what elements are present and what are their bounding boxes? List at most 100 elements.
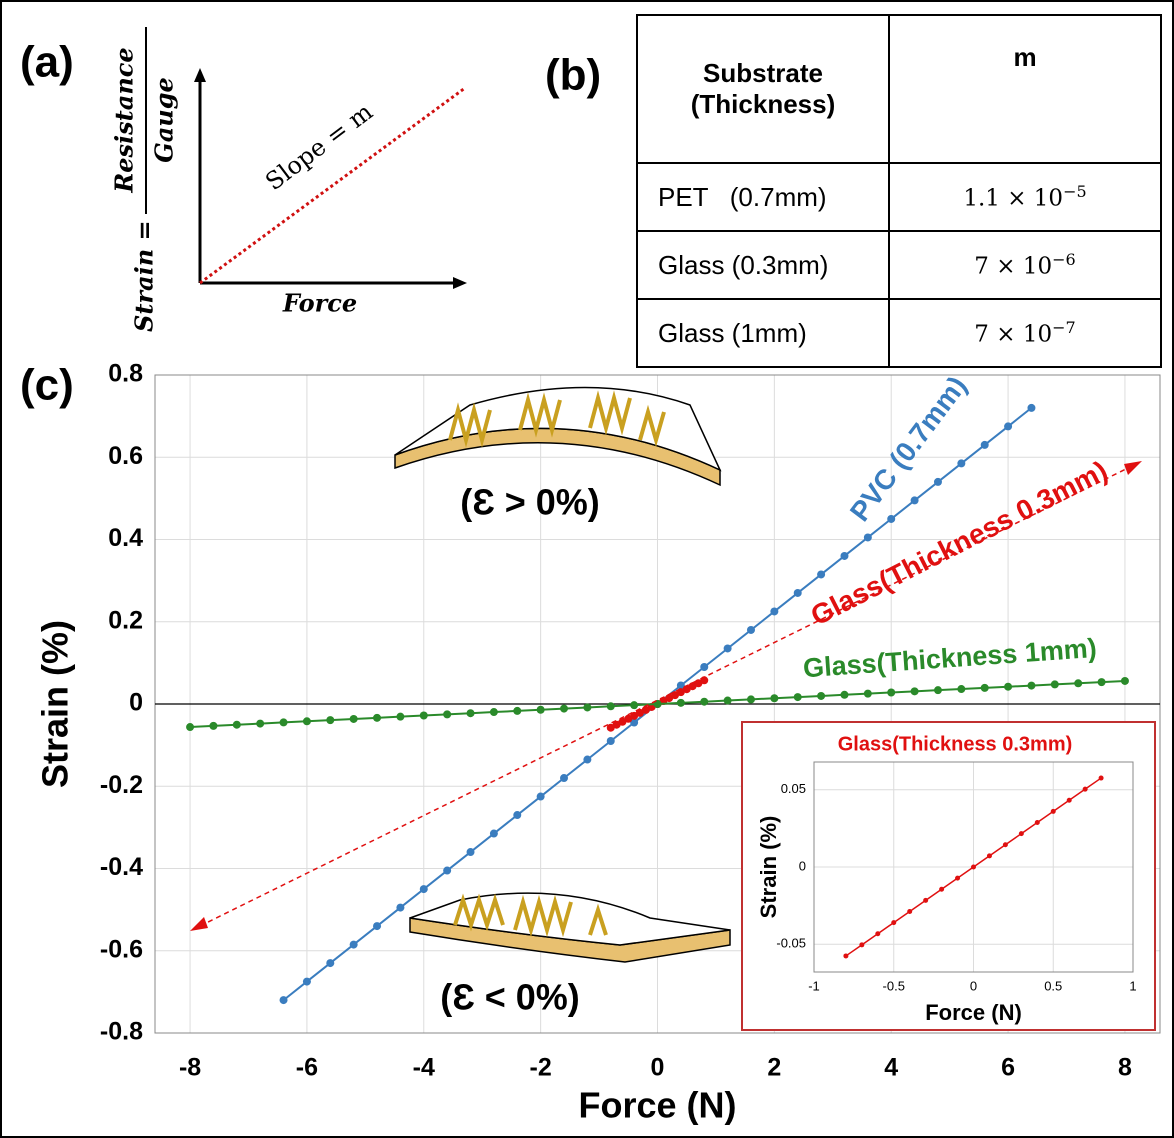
y-tick-label: -0.2 [100,771,143,799]
data-point [1004,682,1013,691]
y-tick-label: -0.4 [100,853,143,881]
m-exponent: −6 [1052,250,1076,270]
data-point [396,712,405,721]
data-point [971,864,976,870]
data-point [676,681,685,690]
x-tick-label: -6 [296,1054,318,1082]
data-point [606,737,615,746]
y-numerator: Resistance [110,47,139,193]
y-tick-label: 0.6 [108,442,143,470]
data-point [957,685,966,694]
data-point [326,716,335,725]
data-point [887,688,896,697]
y-tick-label: -0.6 [100,935,143,963]
y-tick-label: 0.4 [108,524,143,552]
data-point [910,687,919,696]
table-cell: 7 × 10−6 [888,230,1162,300]
plot-frame [813,761,1134,973]
arrow-head [453,277,467,289]
x-axis-label: Force (N) [578,1085,736,1126]
substrate-compressive [409,892,731,963]
series-label: PVC (0.7mm) [844,370,973,527]
data-point [793,588,802,597]
m-base: 1.1 × 10 [963,185,1064,212]
data-point [560,774,569,783]
data-point [349,714,358,723]
data-point [1002,842,1008,848]
data-point [957,459,966,468]
data-point [770,694,779,703]
y-axis-label: Strain (%) [35,620,76,788]
data-point [980,683,989,692]
data-point [1004,422,1013,431]
x-tick-label: 0 [651,1054,665,1082]
annotation: (Ɛ < 0%) [440,977,580,1018]
data-point [933,477,942,486]
parameter-table: Substrate (Thickness) m PET (0.7mm) 1.1 × … [636,14,1162,368]
data-point [746,695,755,704]
data-point [955,875,961,881]
data-point [1120,676,1129,685]
x-tick-label: 1 [1129,978,1136,993]
x-label: Force [282,289,357,318]
data-point [793,693,802,702]
data-point [396,903,405,912]
data-point [817,570,826,579]
x-tick-label: -2 [530,1054,552,1082]
data-point [863,689,872,698]
data-point [980,440,989,449]
x-tick-label: 4 [884,1054,898,1082]
data-point [419,885,428,894]
data-point [466,848,475,857]
data-point [817,691,826,700]
data-point [186,723,195,732]
data-point [1034,820,1040,826]
data-point [513,811,522,820]
data-point [840,690,849,699]
x-tick-label: 6 [1001,1054,1015,1082]
series-label: Glass(Thickness 1mm) [802,633,1098,683]
y-tick-label: -0.8 [100,1018,143,1046]
data-point [279,996,288,1005]
data-point [700,697,709,706]
arrow-head [194,68,206,82]
y-tick-label: 0 [799,858,806,873]
table-cell: 7 × 10−7 [888,298,1162,368]
data-point [907,908,913,914]
table-cell: 1.1 × 10−5 [888,162,1162,232]
substrate-tensile [394,386,722,487]
data-point [1050,680,1059,689]
data-point [279,718,288,727]
data-point [1027,403,1036,412]
data-point [891,920,897,926]
data-point [1098,775,1104,781]
table-cell: Glass (1mm) [636,298,890,368]
data-point [583,755,592,764]
y-tick-label: 0.8 [108,360,143,388]
series-label: Glass(Thickness 0.3mm) [806,455,1113,632]
x-tick-label: 0 [970,978,977,993]
data-point [256,719,265,728]
m-exponent: −7 [1052,318,1076,338]
table-cell: PET (0.7mm) [636,162,890,232]
y-axis-label: Strain (%) [756,816,781,919]
arrow-head [190,917,208,931]
inset-box [741,721,1156,1031]
data-point [466,709,475,718]
data-point [419,711,428,720]
data-point [700,662,709,671]
data-point [875,931,881,937]
data-point [302,977,311,986]
x-tick-label: -1 [808,978,820,993]
x-tick-label: -4 [413,1054,435,1082]
arrow-head [1124,461,1142,475]
data-point [443,710,452,719]
data-point [209,721,218,730]
data-point [1082,786,1088,792]
data-point [923,897,929,903]
y-tick-label: 0.05 [781,781,806,796]
data-point [606,702,615,711]
data-point [910,496,919,505]
